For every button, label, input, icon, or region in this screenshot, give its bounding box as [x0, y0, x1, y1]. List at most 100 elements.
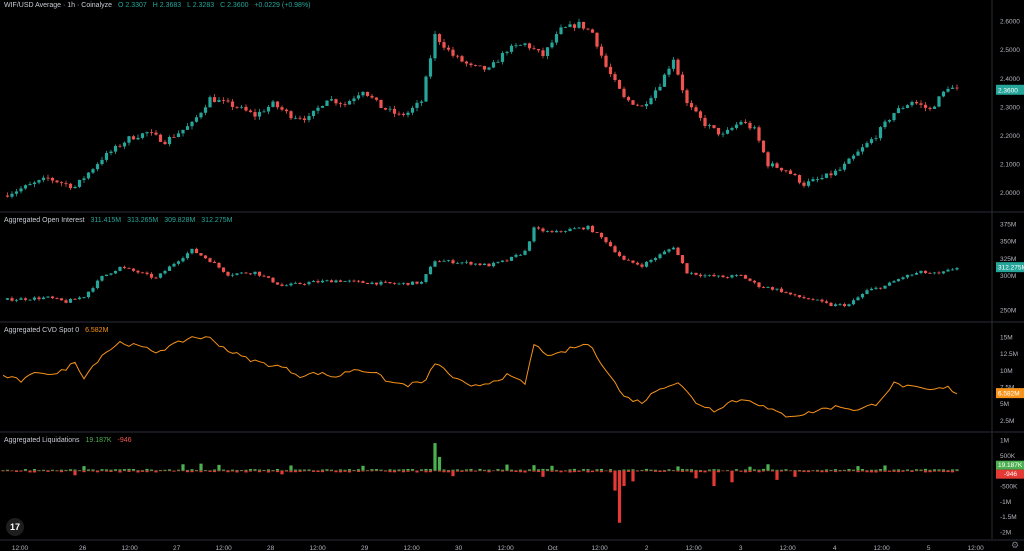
candle-body	[793, 294, 797, 296]
candle-body	[55, 298, 59, 299]
liq-long-bar	[923, 468, 928, 471]
oi-open: 311.415M	[90, 217, 122, 224]
liq-short-bar	[334, 470, 338, 473]
candle-body	[725, 129, 730, 134]
x-tick-label: 12:00	[404, 545, 421, 551]
liq-long-bar	[208, 470, 212, 471]
liq-long-bar	[527, 469, 532, 471]
candle-body	[163, 141, 167, 145]
candle-body	[685, 263, 689, 274]
candle-body	[622, 88, 626, 98]
candle-body	[257, 111, 262, 117]
candle-body	[41, 177, 46, 181]
candle-body	[869, 288, 874, 291]
candle-body	[707, 274, 712, 276]
liq-short-bar	[590, 470, 595, 473]
candle-body	[401, 282, 406, 284]
candle-body	[172, 137, 176, 138]
candle-body	[55, 180, 59, 183]
candle-body	[563, 231, 568, 232]
liq-long-bar	[910, 470, 914, 471]
candle-body	[478, 263, 482, 266]
y-tick-label: 2.4000	[1000, 76, 1020, 83]
liq-short-bar	[154, 470, 158, 473]
liq-long-bar	[428, 469, 433, 471]
candle-body	[95, 280, 100, 289]
candle-body	[572, 24, 577, 28]
liq-short-bar	[118, 470, 122, 473]
liq-short-bar	[10, 470, 14, 472]
candle-body	[698, 111, 703, 118]
candle-body	[802, 182, 806, 186]
liq-short-bar	[671, 470, 676, 472]
oi-low: 309.828M	[164, 217, 196, 224]
candle-body	[176, 133, 181, 138]
liq-long-bar	[262, 469, 266, 471]
candle-body	[347, 280, 352, 282]
candle-body	[482, 263, 487, 266]
candle-body	[284, 285, 289, 287]
candle-body	[392, 108, 397, 114]
candle-body	[658, 86, 662, 91]
candle-body	[919, 270, 923, 273]
candle-body	[878, 127, 883, 139]
y-tick-label: 2.3000	[1000, 104, 1020, 111]
candle-body	[59, 182, 64, 184]
candle-body	[496, 261, 500, 263]
liq-short-bar	[316, 470, 320, 473]
candle-body	[275, 101, 280, 108]
candle-body	[100, 275, 104, 281]
liq-short-bar	[779, 470, 784, 472]
liq-short-bar	[838, 470, 842, 472]
candle-body	[235, 273, 239, 275]
liq-long-bar	[275, 468, 280, 471]
candle-body	[523, 250, 527, 255]
liq-short-bar	[613, 470, 617, 491]
liq-short-bar	[892, 470, 896, 472]
liq-long-bar	[388, 469, 392, 471]
y-tick-label: 350M	[1000, 239, 1016, 246]
candle-body	[239, 272, 244, 274]
candle-body	[860, 147, 865, 152]
liq-short-bar	[586, 470, 590, 473]
candle-body	[550, 231, 554, 233]
candle-body	[302, 118, 307, 121]
liq-long-bar	[509, 469, 514, 471]
candle-body	[194, 248, 199, 254]
candle-body	[446, 47, 451, 50]
candle-body	[473, 263, 478, 265]
candle-body	[761, 287, 766, 288]
y-tick-label: 2.5M	[1000, 418, 1014, 425]
candle-body	[370, 95, 374, 98]
y-tick-label: 10M	[1000, 368, 1013, 375]
liq-short-bar	[181, 470, 185, 472]
x-tick-label: 12:00	[874, 545, 891, 551]
candle-body	[842, 163, 847, 170]
candle-body	[559, 27, 563, 35]
candle-body	[230, 274, 235, 276]
liq-short-bar	[833, 470, 838, 473]
candle-body	[212, 261, 217, 263]
liq-short-bar	[64, 470, 68, 472]
liquidation-bars	[1, 443, 959, 523]
liq-long-bar	[797, 470, 802, 471]
liq-short-bar	[172, 470, 176, 472]
y-tick-label: 300M	[1000, 273, 1016, 280]
candle-body	[338, 280, 343, 282]
candle-body	[478, 65, 482, 67]
candle-body	[910, 101, 914, 106]
gear-icon[interactable]: ⚙	[1011, 540, 1020, 550]
liq-short-bar	[721, 470, 725, 472]
candle-body	[730, 275, 734, 278]
tradingview-logo-icon[interactable]: 17	[6, 518, 24, 536]
liq-short-bar	[923, 470, 928, 473]
x-tick-label: 12:00	[216, 545, 233, 551]
candle-body	[343, 104, 347, 105]
candle-body	[775, 288, 779, 290]
liq-legend: Aggregated Liquidations 19.187K -946	[4, 437, 136, 444]
candle-body	[941, 271, 946, 274]
liq-long-badge	[996, 460, 1024, 470]
liq-short-bar	[329, 470, 334, 472]
candle-body	[217, 262, 221, 268]
